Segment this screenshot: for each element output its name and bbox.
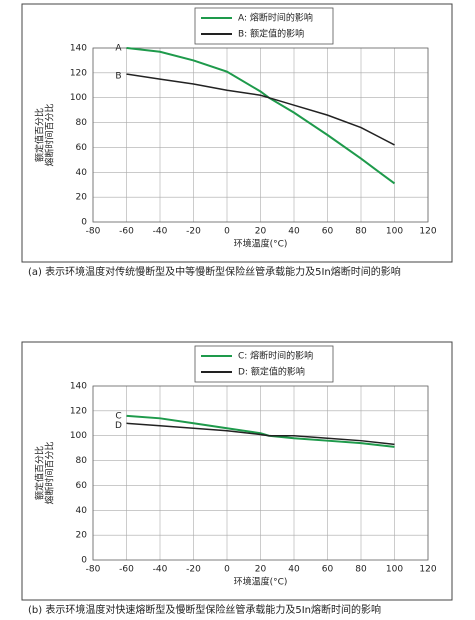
legend-label: A: 熔断时间的影响 <box>238 12 313 24</box>
plot-border <box>92 385 429 561</box>
data-line <box>126 73 395 146</box>
x-tick-label: 60 <box>322 227 334 237</box>
caption: (b) 表示环境温度对快速熔断型及慢断型保险丝管承载能力及5In熔断时间的影响 <box>28 603 381 616</box>
x-tick-label: -40 <box>153 227 168 237</box>
y-tick-label: 40 <box>76 506 88 516</box>
x-tick-label: 20 <box>255 227 267 237</box>
y-axis-label: 熔断时间百分比 <box>44 441 56 504</box>
x-tick-label: 100 <box>386 227 403 237</box>
series-annotation: A <box>115 44 122 54</box>
x-tick-label: -20 <box>186 227 201 237</box>
y-axis-label: 额定值百分比 <box>34 446 46 500</box>
y-tick-label: 100 <box>70 93 87 103</box>
y-tick-label: 120 <box>70 68 87 78</box>
series-annotation: D <box>115 421 122 431</box>
legend-label: B: 额定值的影响 <box>238 28 304 40</box>
y-tick-label: 80 <box>76 118 88 128</box>
y-tick-label: 40 <box>76 168 88 178</box>
legend-box <box>194 345 334 383</box>
caption: (a) 表示环境温度对传统慢断型及中等慢断型保险丝管承载能力及5In熔断时间的影… <box>28 265 401 278</box>
y-tick-label: 20 <box>76 531 88 541</box>
x-tick-label: -20 <box>186 565 201 575</box>
x-tick-label: 120 <box>419 565 436 575</box>
y-tick-label: 80 <box>76 456 88 466</box>
y-tick-label: 140 <box>70 382 87 392</box>
x-axis-label: 环境温度(°C) <box>234 576 288 588</box>
y-tick-label: 0 <box>81 218 87 228</box>
y-tick-label: 140 <box>70 44 87 54</box>
x-axis-label: 环境温度(°C) <box>234 238 288 250</box>
y-tick-label: 60 <box>76 481 88 491</box>
x-tick-label: -40 <box>153 565 168 575</box>
y-tick-label: 100 <box>70 431 87 441</box>
data-line <box>126 47 396 185</box>
series-annotation: C <box>115 411 121 421</box>
x-tick-label: 40 <box>288 565 300 575</box>
x-tick-label: 40 <box>288 227 300 237</box>
y-tick-label: 60 <box>76 143 88 153</box>
x-tick-label: -80 <box>86 565 101 575</box>
legend-box <box>194 7 334 45</box>
plot-border <box>92 47 429 223</box>
y-axis-label: 熔断时间百分比 <box>44 103 56 166</box>
x-tick-label: -60 <box>119 227 134 237</box>
series-annotation: B <box>115 72 121 82</box>
x-tick-label: 0 <box>224 565 230 575</box>
y-axis-label: 额定值百分比 <box>34 108 46 162</box>
x-tick-label: 60 <box>322 565 334 575</box>
x-tick-label: 80 <box>355 565 367 575</box>
legend-label: C: 熔断时间的影响 <box>238 350 313 362</box>
y-tick-label: 120 <box>70 406 87 416</box>
x-tick-label: 0 <box>224 227 230 237</box>
legend-label: D: 额定值的影响 <box>238 366 305 378</box>
x-tick-label: 100 <box>386 565 403 575</box>
x-tick-label: -80 <box>86 227 101 237</box>
data-line <box>126 422 395 446</box>
x-tick-label: 120 <box>419 227 436 237</box>
x-tick-label: -60 <box>119 565 134 575</box>
y-tick-label: 0 <box>81 556 87 566</box>
chart-frame <box>21 3 453 263</box>
x-tick-label: 20 <box>255 565 267 575</box>
y-tick-label: 20 <box>76 193 88 203</box>
chart-frame <box>21 341 453 601</box>
x-tick-label: 80 <box>355 227 367 237</box>
